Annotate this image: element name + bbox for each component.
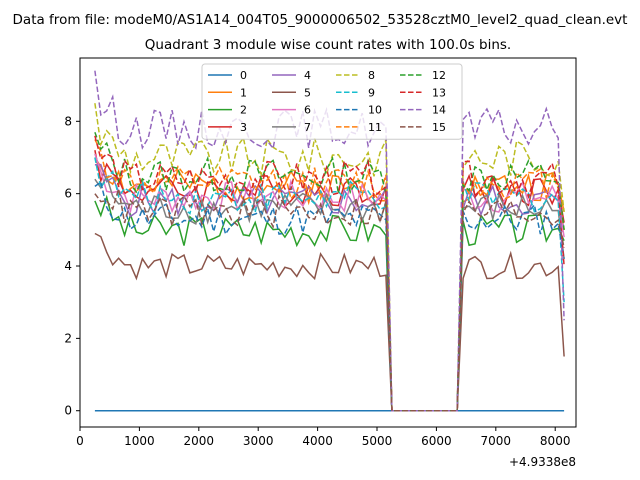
legend-label-13: 13 xyxy=(432,86,446,99)
chart-title: Quadrant 3 module wise count rates with … xyxy=(145,37,511,53)
legend-label-10: 10 xyxy=(368,104,382,117)
y-tick-label: 8 xyxy=(64,114,72,128)
legend-label-15: 15 xyxy=(432,121,446,134)
legend-box xyxy=(201,63,463,140)
legend-label-2: 2 xyxy=(240,104,247,117)
legend-label-14: 14 xyxy=(432,104,446,117)
x-tick-label: 5000 xyxy=(362,434,393,448)
legend-label-0: 0 xyxy=(240,69,247,82)
y-tick-label: 4 xyxy=(64,259,72,273)
legend-label-5: 5 xyxy=(304,86,311,99)
y-tick-label: 0 xyxy=(64,404,72,418)
x-tick-label: 4000 xyxy=(302,434,333,448)
axes-frame xyxy=(79,57,577,428)
y-tick-label: 6 xyxy=(64,187,72,201)
series-line-7 xyxy=(94,174,565,412)
legend-label-9: 9 xyxy=(368,86,375,99)
legend-label-1: 1 xyxy=(240,86,247,99)
series-line-12 xyxy=(94,131,565,412)
series-line-6 xyxy=(94,153,565,412)
x-tick-label: 2000 xyxy=(184,434,215,448)
series-line-11 xyxy=(94,139,565,412)
x-tick-label: 0 xyxy=(76,434,84,448)
y-axis: 0 2 4 6 8 xyxy=(64,114,80,418)
series-line-4 xyxy=(94,163,565,412)
x-tick-label: 3000 xyxy=(243,434,274,448)
series-line-8 xyxy=(94,103,565,412)
legend-label-12: 12 xyxy=(432,69,446,82)
legend-label-4: 4 xyxy=(304,69,311,82)
series-line-13 xyxy=(94,135,565,412)
legend-label-7: 7 xyxy=(304,121,311,134)
legend-label-11: 11 xyxy=(368,121,382,134)
y-tick-label: 2 xyxy=(64,331,72,345)
x-tick-label: 7000 xyxy=(481,434,512,448)
figure-suptitle: Data from file: modeM0/AS1A14_004T05_900… xyxy=(13,12,628,28)
series-layer xyxy=(94,70,565,412)
legend-label-8: 8 xyxy=(368,69,375,82)
series-line-2 xyxy=(94,194,565,412)
x-tick-label: 6000 xyxy=(421,434,452,448)
legend-label-3: 3 xyxy=(240,121,247,134)
x-tick-label: 8000 xyxy=(540,434,571,448)
series-line-5 xyxy=(94,232,565,412)
x-axis: 0 1000 2000 3000 4000 5000 6000 7000 8000 xyxy=(76,427,570,448)
x-tick-label: 1000 xyxy=(124,434,155,448)
legend-label-6: 6 xyxy=(304,104,311,117)
x-axis-offset-label: +4.9338e8 xyxy=(509,455,576,469)
series-line-15 xyxy=(94,188,565,412)
